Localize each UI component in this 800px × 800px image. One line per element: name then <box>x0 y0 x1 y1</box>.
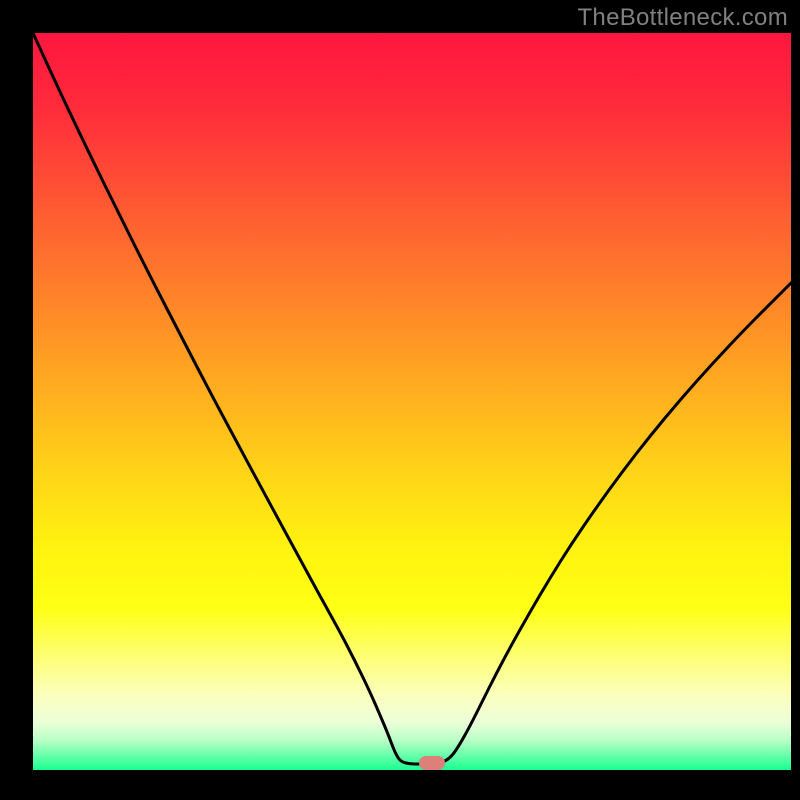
minimum-marker <box>419 756 445 770</box>
bottleneck-chart <box>0 0 800 800</box>
watermark-text: TheBottleneck.com <box>577 4 788 32</box>
chart-canvas: TheBottleneck.com <box>0 0 800 800</box>
